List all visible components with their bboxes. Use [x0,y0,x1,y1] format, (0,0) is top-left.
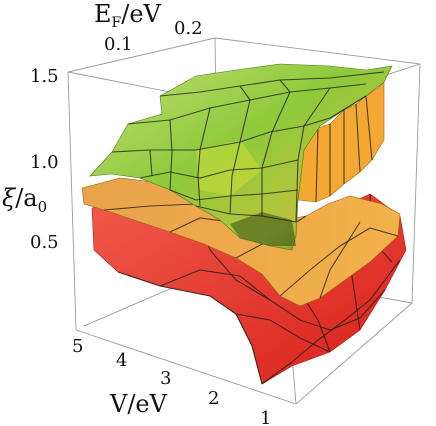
z-axis-title-sub: 0 [38,198,48,216]
x-tick-label: 0.2 [174,18,203,39]
surface-green [89,63,393,251]
x-tick-label: 0.1 [104,34,133,55]
x-axis-title-rest: /eV [121,0,161,28]
z-axis-title: ξ/a0 [2,184,47,216]
z-tick-label: 1.5 [30,66,59,87]
z-axis-title-rest: /a [15,184,37,212]
y-axis: 5 4 3 2 1 V/eV [72,336,271,426]
z-axis-title-main: ξ [2,184,17,212]
y-tick-label: 3 [160,368,171,389]
y-tick-label: 1 [260,408,271,426]
z-tick-label: 1.0 [30,152,59,173]
y-axis-title: V/eV [109,390,168,418]
y-tick-label: 4 [116,350,127,371]
y-tick-label: 5 [72,336,83,357]
x-axis-title-sub: F [112,15,122,31]
surface-orange-wall [297,81,385,203]
z-tick-label: 0.5 [30,232,59,253]
z-axis: 1.5 1.0 0.5 ξ/a0 [2,66,59,253]
x-axis-title: EF/eV [94,0,162,31]
x-axis: 0.1 0.2 EF/eV [94,0,203,55]
surface-orange [81,177,401,307]
x-axis-title-main: E [94,0,112,28]
y-tick-label: 2 [208,388,219,409]
